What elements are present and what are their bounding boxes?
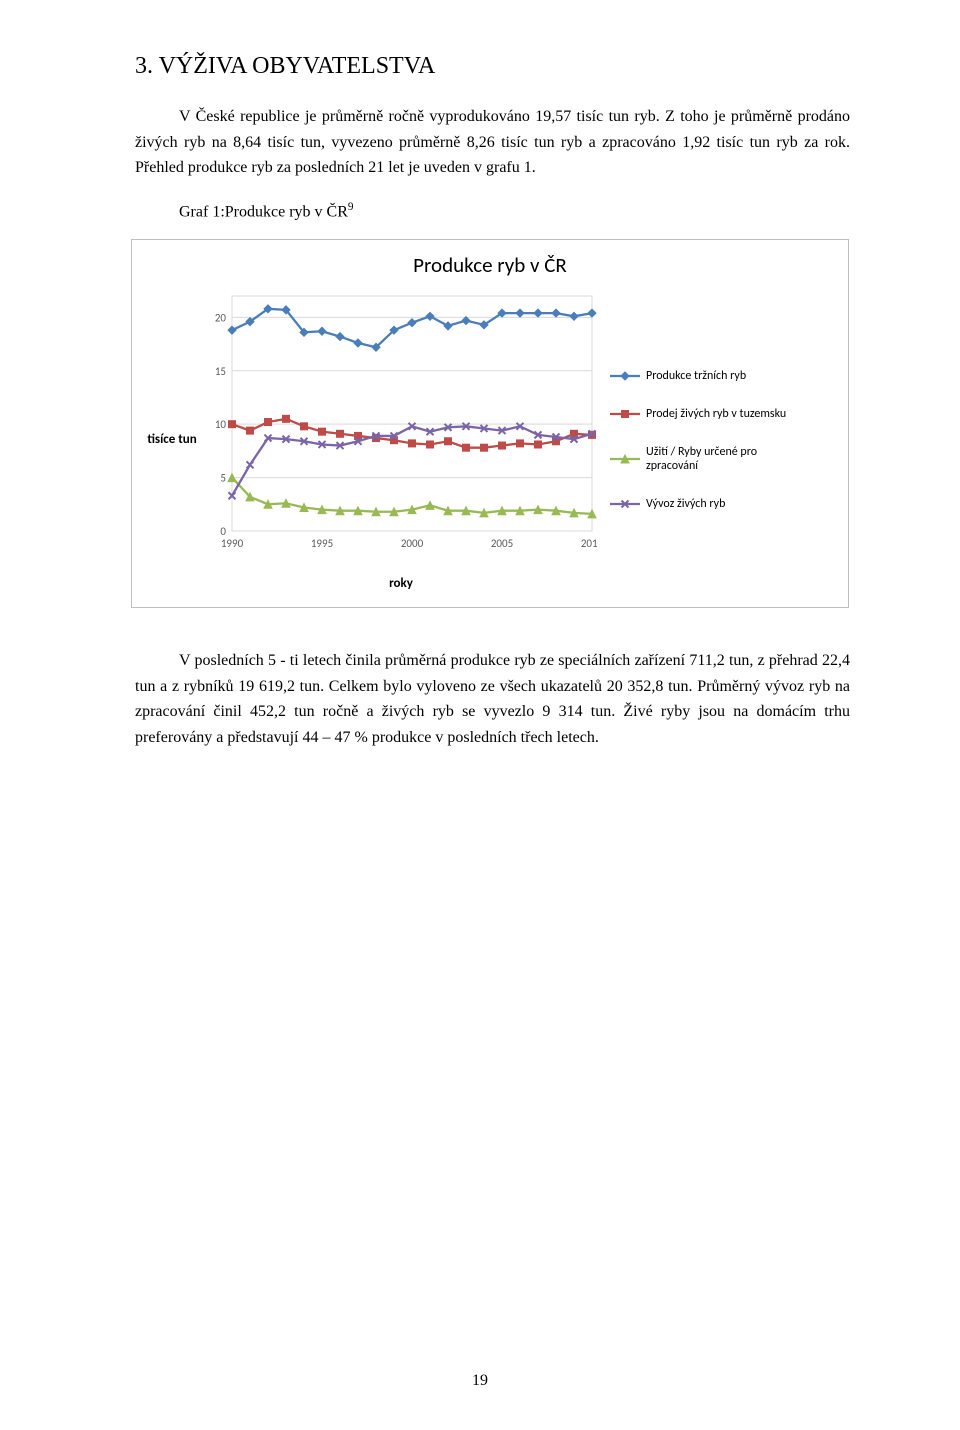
svg-text:20: 20 — [215, 311, 227, 324]
chart-legend: Produkce tržních ryb Prodej živých ryb v … — [598, 288, 810, 591]
paragraph-2: V posledních 5 - ti letech činila průměr… — [135, 648, 850, 750]
svg-text:5: 5 — [220, 472, 226, 485]
legend-item: Vývoz živých ryb — [610, 497, 810, 511]
chart-x-label: roky — [204, 576, 598, 591]
legend-swatch — [610, 497, 640, 511]
chart-title: Produkce ryb v ČR — [140, 252, 840, 278]
legend-label: Produkce tržních ryb — [646, 369, 746, 383]
svg-text:2005: 2005 — [491, 537, 513, 550]
legend-label: Vývoz živých ryb — [646, 497, 725, 511]
paragraph-1: V České republice je průměrně ročně vypr… — [135, 104, 850, 181]
svg-text:10: 10 — [215, 418, 227, 431]
legend-label: Užití / Ryby určené pro zpracování — [646, 445, 810, 473]
chart-plot: 0510152019901995200020052010 — [204, 288, 598, 557]
svg-text:2000: 2000 — [401, 537, 424, 550]
graf-caption-text: Graf 1:Produkce ryb v ČR — [179, 203, 348, 220]
chart-plot-column: 0510152019901995200020052010 roky — [204, 288, 598, 591]
svg-text:1990: 1990 — [221, 537, 244, 550]
legend-item: Prodej živých ryb v tuzemsku — [610, 407, 810, 421]
page-number: 19 — [0, 1372, 960, 1390]
page-heading: 3. VÝŽIVA OBYVATELSTVA — [135, 53, 850, 80]
legend-swatch — [610, 369, 640, 383]
chart-frame: Produkce ryb v ČR tisíce tun 05101520199… — [131, 239, 849, 608]
graf-caption-footnote: 9 — [348, 201, 354, 213]
legend-swatch — [610, 452, 640, 466]
legend-swatch — [610, 407, 640, 421]
legend-item: Produkce tržních ryb — [610, 369, 810, 383]
svg-text:2010: 2010 — [581, 537, 598, 550]
legend-item: Užití / Ryby určené pro zpracování — [610, 445, 810, 473]
svg-text:1995: 1995 — [311, 537, 333, 550]
graf-caption: Graf 1:Produkce ryb v ČR9 — [135, 201, 850, 221]
svg-text:15: 15 — [215, 365, 226, 378]
chart-y-label: tisíce tun — [147, 432, 196, 447]
legend-label: Prodej živých ryb v tuzemsku — [646, 407, 786, 421]
